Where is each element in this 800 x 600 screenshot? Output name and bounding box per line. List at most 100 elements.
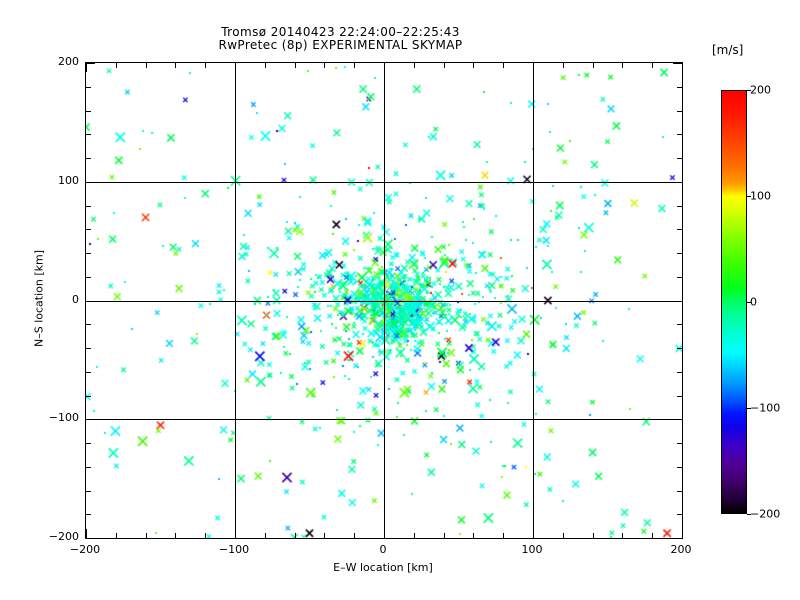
y-tick-right bbox=[677, 87, 682, 88]
x-tick-top bbox=[295, 63, 296, 68]
colorbar-tick-label: 100 bbox=[750, 189, 771, 203]
y-tick-left bbox=[86, 158, 91, 159]
x-tick-top bbox=[622, 63, 623, 68]
colorbar-tick-label: −200 bbox=[750, 507, 781, 521]
x-tick-bottom bbox=[652, 533, 653, 538]
title-line-1: Tromsø 20140423 22:24:00–22:25:43 bbox=[221, 25, 460, 39]
x-tick-top bbox=[682, 63, 683, 72]
gridline-vertical bbox=[533, 63, 534, 538]
y-tick-right bbox=[677, 324, 682, 325]
colorbar-unit-label: [m/s] bbox=[712, 43, 744, 57]
x-tick-top bbox=[265, 63, 266, 68]
x-tick-bottom bbox=[205, 533, 206, 538]
x-tick-top bbox=[354, 63, 355, 68]
gridline-vertical bbox=[384, 63, 385, 538]
x-tick-label: 0 bbox=[379, 543, 387, 556]
x-tick-label: −200 bbox=[69, 543, 101, 556]
x-tick-top bbox=[205, 63, 206, 68]
x-tick-bottom bbox=[682, 529, 683, 538]
y-tick-left bbox=[86, 514, 91, 515]
y-tick-left bbox=[86, 134, 91, 135]
y-tick-right bbox=[677, 443, 682, 444]
colorbar-tick bbox=[747, 196, 751, 197]
y-tick-right bbox=[677, 277, 682, 278]
x-tick-bottom bbox=[622, 533, 623, 538]
x-tick-label: −100 bbox=[218, 543, 250, 556]
x-tick-bottom bbox=[533, 529, 534, 538]
y-tick-left bbox=[86, 348, 91, 349]
x-tick-bottom bbox=[235, 529, 236, 538]
x-tick-top bbox=[444, 63, 445, 68]
y-tick-left bbox=[86, 182, 95, 183]
y-tick-label: −200 bbox=[48, 530, 79, 543]
chart-title: Tromsø 20140423 22:24:00–22:25:43 RwPret… bbox=[0, 26, 681, 52]
y-tick-right bbox=[677, 372, 682, 373]
x-tick-bottom bbox=[324, 533, 325, 538]
x-tick-top bbox=[414, 63, 415, 68]
y-tick-left bbox=[86, 253, 91, 254]
y-axis-label: N–S location [km] bbox=[32, 249, 46, 348]
y-tick-right bbox=[677, 158, 682, 159]
y-tick-left bbox=[86, 63, 95, 64]
x-tick-top bbox=[384, 63, 385, 72]
y-tick-label: −100 bbox=[48, 411, 79, 425]
colorbar-tick-label: 0 bbox=[750, 295, 757, 309]
x-tick-label: 200 bbox=[670, 543, 692, 556]
y-tick-right bbox=[673, 301, 682, 302]
y-tick-label: 0 bbox=[72, 292, 79, 306]
x-tick-bottom bbox=[414, 533, 415, 538]
x-tick-bottom bbox=[265, 533, 266, 538]
y-tick-left bbox=[86, 396, 91, 397]
gridline-horizontal bbox=[86, 419, 682, 420]
colorbar-tick bbox=[747, 90, 751, 91]
x-tick-bottom bbox=[86, 529, 87, 538]
y-tick-left bbox=[86, 443, 91, 444]
y-tick-left bbox=[86, 87, 91, 88]
y-tick-label: 100 bbox=[58, 173, 79, 187]
gridline-vertical bbox=[235, 63, 236, 538]
y-tick-left bbox=[86, 491, 91, 492]
x-tick-top bbox=[593, 63, 594, 68]
x-tick-top bbox=[563, 63, 564, 68]
x-tick-bottom bbox=[384, 529, 385, 538]
y-tick-right bbox=[673, 419, 682, 420]
x-tick-bottom bbox=[503, 533, 504, 538]
y-tick-right bbox=[677, 348, 682, 349]
y-tick-right bbox=[677, 111, 682, 112]
x-tick-top bbox=[175, 63, 176, 68]
y-tick-left bbox=[86, 206, 91, 207]
x-tick-top bbox=[652, 63, 653, 68]
title-line-2: RwPretec (8p) EXPERIMENTAL SKYMAP bbox=[218, 38, 463, 52]
colorbar-tick bbox=[747, 514, 751, 515]
y-tick-left bbox=[86, 324, 91, 325]
y-tick-left bbox=[86, 419, 95, 420]
y-tick-left bbox=[86, 229, 91, 230]
x-tick-label: 100 bbox=[521, 543, 543, 556]
x-tick-bottom bbox=[295, 533, 296, 538]
y-tick-right bbox=[677, 491, 682, 492]
x-tick-bottom bbox=[146, 533, 147, 538]
x-tick-bottom bbox=[444, 533, 445, 538]
gridline-horizontal bbox=[86, 182, 682, 183]
y-tick-right bbox=[677, 229, 682, 230]
x-tick-top bbox=[533, 63, 534, 72]
x-tick-bottom bbox=[116, 533, 117, 538]
x-tick-top bbox=[503, 63, 504, 68]
plot-area bbox=[85, 62, 683, 539]
y-tick-right bbox=[673, 63, 682, 64]
y-tick-right bbox=[673, 182, 682, 183]
y-tick-left bbox=[86, 372, 91, 373]
colorbar-gradient bbox=[721, 90, 747, 514]
y-tick-right bbox=[677, 396, 682, 397]
x-tick-top bbox=[473, 63, 474, 68]
y-tick-right bbox=[673, 538, 682, 539]
x-tick-bottom bbox=[563, 533, 564, 538]
x-tick-top bbox=[146, 63, 147, 68]
colorbar-tick-label: 200 bbox=[750, 83, 771, 97]
x-tick-top bbox=[116, 63, 117, 68]
y-tick-right bbox=[677, 467, 682, 468]
y-tick-right bbox=[677, 253, 682, 254]
y-tick-left bbox=[86, 467, 91, 468]
x-tick-top bbox=[235, 63, 236, 72]
